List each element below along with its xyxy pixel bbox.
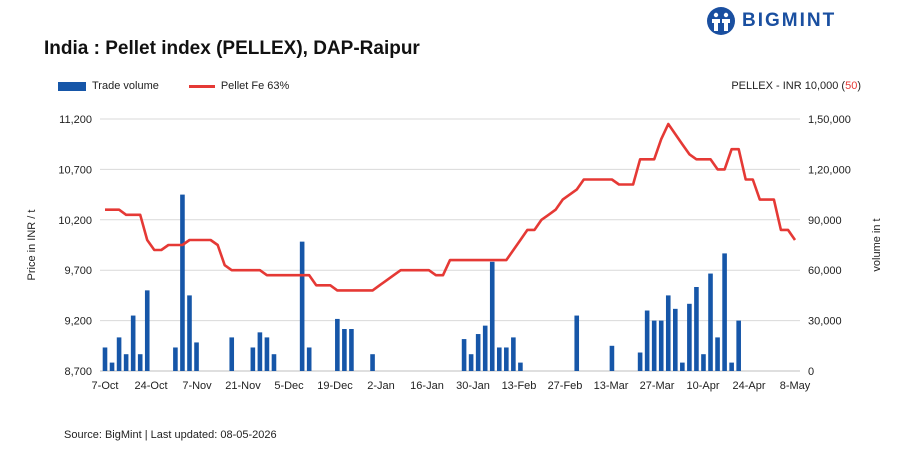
volume-bar: [715, 337, 720, 371]
chart-title: India : Pellet index (PELLEX), DAP-Raipu…: [44, 38, 420, 59]
x-tick-label: 7-Oct: [92, 380, 119, 392]
volume-bar: [342, 329, 347, 371]
volume-bar: [644, 310, 650, 371]
volume-bar: [102, 347, 108, 371]
volume-bar: [137, 354, 143, 371]
x-tick-label: 16-Jan: [410, 380, 444, 392]
brand-logo: BIGMINT: [706, 4, 836, 38]
x-tick-label: 2-Jan: [367, 380, 395, 392]
volume-bar: [482, 325, 488, 371]
legend-bar-label: Trade volume: [92, 80, 159, 92]
volume-bar: [109, 362, 115, 371]
y-left-tick-label: 9,700: [64, 265, 92, 277]
volume-bar: [658, 320, 664, 371]
y-left-tick-label: 8,700: [64, 366, 92, 378]
volume-bar: [187, 295, 192, 371]
volume-bar: [173, 347, 178, 371]
volume-bar: [609, 345, 615, 371]
brand-name: BIGMINT: [742, 10, 837, 31]
index-change-value: 50: [845, 80, 858, 92]
volume-bar: [130, 315, 136, 371]
y-right-tick-label: 1,20,000: [808, 164, 851, 176]
bigmint-logo-icon: [707, 7, 735, 35]
volume-bar: [687, 303, 692, 371]
volume-bar: [349, 329, 354, 371]
x-tick-label: 24-Oct: [134, 380, 167, 392]
y-left-tick-label: 10,200: [58, 215, 92, 227]
volume-bar: [461, 339, 467, 371]
volume-bar: [504, 347, 509, 371]
x-tick-label: 13-Mar: [594, 380, 629, 392]
x-tick-label: 27-Mar: [640, 380, 675, 392]
legend-line-label: Pellet Fe 63%: [220, 80, 290, 92]
x-tick-label: 24-Apr: [732, 380, 765, 392]
volume-bar: [511, 337, 516, 371]
price-line: [105, 122, 797, 292]
volume-bar: [257, 332, 263, 371]
legend-line-swatch: [188, 84, 215, 88]
volume-bar: [271, 354, 277, 371]
volume-bar: [475, 334, 481, 371]
volume-bar: [123, 354, 129, 371]
index-note-prefix: PELLEX - INR 10,000 (: [731, 80, 846, 92]
volume-bar: [722, 253, 727, 371]
y-left-tick-label: 10,700: [58, 164, 92, 176]
chart-legend: Trade volume Pellet Fe 63%: [58, 80, 289, 92]
volume-bar: [335, 318, 340, 371]
x-tick-label: 7-Nov: [182, 380, 212, 392]
volume-bar: [680, 362, 685, 371]
y-right-tick-label: 0: [808, 366, 814, 378]
x-tick-label: 8-May: [780, 380, 811, 392]
x-tick-label: 27-Feb: [548, 380, 583, 392]
volume-bar: [518, 362, 523, 371]
y-right-axis-title: volume in t: [871, 218, 883, 271]
x-tick-label: 10-Apr: [686, 380, 719, 392]
volume-bar: [673, 308, 678, 371]
volume-bar: [250, 347, 256, 371]
y-left-tick-label: 9,200: [64, 316, 92, 328]
index-note: PELLEX - INR 10,000 (50): [731, 80, 861, 92]
x-tick-label: 19-Dec: [317, 380, 353, 392]
volume-bar: [574, 315, 580, 371]
volume-bar: [229, 337, 235, 371]
volume-bar: [306, 347, 312, 371]
y-left-axis-title: Price in INR / t: [26, 210, 38, 281]
volume-bar: [468, 354, 474, 371]
x-tick-label: 13-Feb: [502, 380, 537, 392]
volume-bar: [144, 290, 150, 371]
volume-bar: [194, 342, 199, 371]
volume-bar: [116, 337, 122, 371]
volume-bar: [736, 320, 741, 371]
x-tick-label: 21-Nov: [225, 380, 261, 392]
x-tick-label: 30-Jan: [456, 380, 490, 392]
y-right-tick-label: 1,50,000: [808, 114, 851, 126]
volume-bar: [180, 194, 185, 371]
y-right-tick-label: 30,000: [808, 316, 842, 328]
volume-bar: [637, 352, 643, 371]
y-right-tick-label: 90,000: [808, 215, 842, 227]
volume-bar: [729, 362, 734, 371]
y-right-tick-label: 60,000: [808, 265, 842, 277]
y-left-tick-label: 11,200: [59, 114, 92, 126]
legend-bar-swatch: [58, 81, 86, 91]
volume-bar: [299, 241, 305, 371]
volume-bar: [665, 295, 671, 371]
volume-bar: [489, 261, 495, 371]
volume-bar: [701, 354, 706, 371]
volume-bar: [651, 320, 657, 371]
volume-bar: [370, 354, 375, 371]
volume-bar: [694, 287, 699, 371]
volume-bar: [708, 273, 713, 371]
volume-bar: [264, 337, 270, 371]
source-note: Source: BigMint | Last updated: 08-05-20…: [64, 429, 277, 441]
index-note-suffix: ): [857, 80, 861, 92]
x-tick-label: 5-Dec: [274, 380, 304, 392]
volume-bar: [496, 347, 502, 371]
